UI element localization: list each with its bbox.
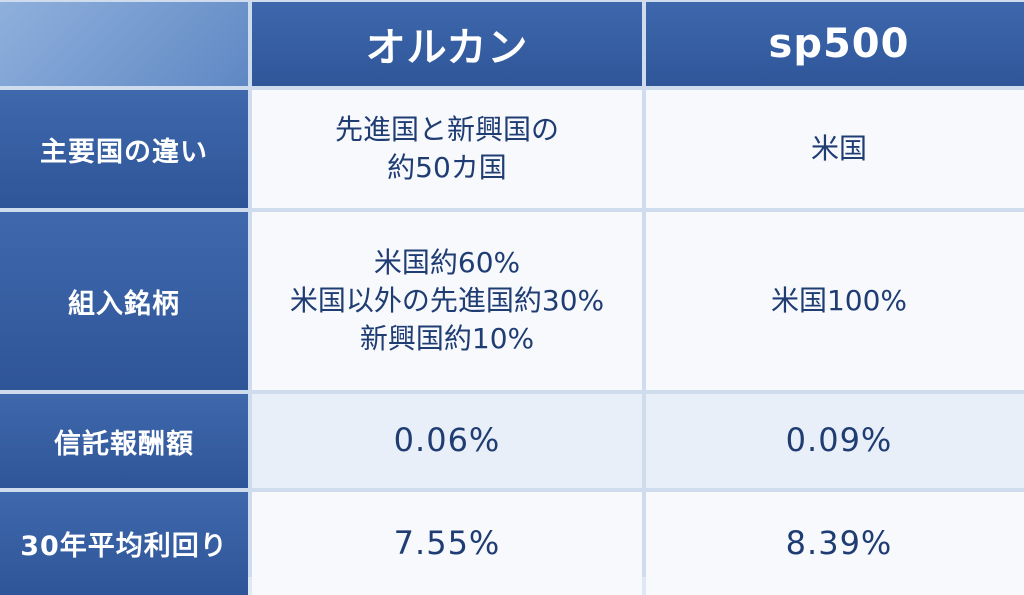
column-header-sp500: sp500 xyxy=(646,2,1024,86)
row-header-trust-fee: 信託報酬額 xyxy=(0,394,248,488)
cell-orkan-30yr-yield: 7.55% xyxy=(252,492,642,595)
cell-orkan-holdings: 米国約60% 米国以外の先進国約30% 新興国約10% xyxy=(252,212,642,390)
cell-sp500-30yr-yield: 8.39% xyxy=(646,492,1024,595)
cell-orkan-main-countries: 先進国と新興国の 約50カ国 xyxy=(252,90,642,208)
cell-line: 約50カ国 xyxy=(387,151,507,184)
cell-sp500-main-countries: 米国 xyxy=(646,90,1024,208)
cell-line: 先進国と新興国の xyxy=(334,113,559,147)
row-header-main-countries: 主要国の違い xyxy=(0,90,248,208)
cell-sp500-trust-fee: 0.09% xyxy=(646,394,1024,488)
cell-line: 米国約60% xyxy=(373,246,521,280)
cell-sp500-holdings: 米国100% xyxy=(646,212,1024,390)
cell-line: 新興国約10% xyxy=(359,321,535,355)
table-corner xyxy=(0,2,248,86)
cell-orkan-trust-fee: 0.06% xyxy=(252,394,642,488)
row-header-holdings: 組入銘柄 xyxy=(0,212,248,390)
column-header-orkan: オルカン xyxy=(252,2,642,86)
cell-line: 米国以外の先進国約30% xyxy=(289,284,605,318)
row-header-30yr-yield: 30年平均利回り xyxy=(0,492,248,595)
